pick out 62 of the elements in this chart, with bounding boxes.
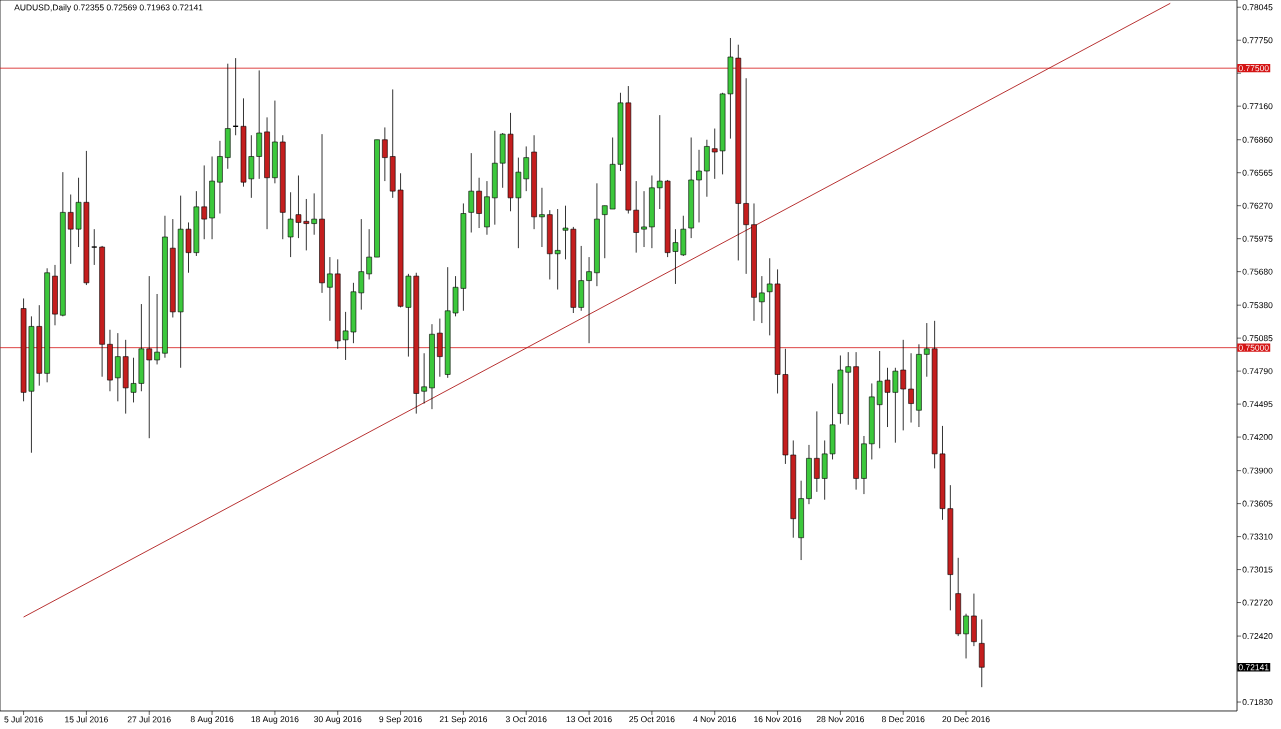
- chart-title: AUDUSD,Daily 0.72355 0.72569 0.71963 0.72141: [14, 4, 203, 13]
- y-tick-label: 0.74495: [1242, 401, 1273, 408]
- y-tick-label: 0.75680: [1242, 268, 1273, 275]
- candlestick: [115, 332, 121, 402]
- candlestick: [421, 352, 427, 404]
- x-tick-label: 8 Aug 2016: [190, 716, 234, 724]
- x-tick-label: 16 Nov 2016: [754, 716, 802, 723]
- candlestick: [963, 613, 969, 659]
- candlestick: [382, 127, 388, 182]
- y-tick-label: 0.73605: [1242, 500, 1273, 507]
- y-tick-label: 0.71830: [1242, 699, 1273, 706]
- y-tick-label: 0.77750: [1242, 37, 1273, 44]
- x-tick-label: 28 Nov 2016: [816, 716, 865, 723]
- candlestick: [759, 275, 765, 324]
- candlestick: [327, 256, 333, 322]
- y-tick-label: 0.76860: [1242, 136, 1273, 143]
- x-tick-label: 27 Jul 2016: [127, 716, 171, 723]
- y-tick-label: 0.76270: [1242, 202, 1273, 209]
- x-tick-label: 9 Sep 2016: [379, 716, 422, 724]
- ref-line-label: 0.75000: [1238, 344, 1269, 351]
- x-tick-label: 20 Dec 2016: [942, 716, 990, 723]
- x-tick-label: 25 Oct 2016: [629, 716, 675, 723]
- candlestick: [437, 318, 443, 378]
- ref-line-label: 0.77500: [1238, 65, 1269, 72]
- y-tick-label: 0.75380: [1242, 302, 1273, 309]
- y-tick-label: 0.73900: [1242, 467, 1273, 474]
- candlestick: [743, 77, 749, 275]
- candlestick: [366, 228, 372, 280]
- text: 0.72141: [1238, 664, 1269, 671]
- x-tick-label: 8 Dec 2016: [881, 716, 925, 723]
- x-tick-label: 21 Sep 2016: [439, 716, 488, 724]
- y-tick-label: 0.72420: [1242, 633, 1273, 640]
- candlestick: [476, 177, 482, 229]
- candlestick: [814, 410, 820, 493]
- y-tick-label: 0.75975: [1242, 235, 1273, 242]
- y-tick-label: 0.75085: [1242, 335, 1273, 342]
- candlestick: [539, 187, 545, 248]
- y-tick-label: 0.73015: [1242, 566, 1273, 573]
- candlestick: [468, 152, 475, 233]
- x-tick-label: 30 Aug 2016: [314, 716, 362, 724]
- x-tick-label: 3 Oct 2016: [505, 716, 547, 723]
- candlestick: [696, 149, 702, 223]
- x-tick-label: 13 Oct 2016: [566, 716, 612, 723]
- candlestick: [641, 190, 647, 248]
- y-tick-label: 0.77160: [1242, 103, 1273, 110]
- y-tick-label: 0.74200: [1242, 434, 1273, 441]
- x-tick-label: 18 Aug 2016: [251, 716, 299, 724]
- candlestick: [91, 228, 98, 266]
- x-tick-label: 15 Jul 2016: [65, 716, 108, 723]
- x-tick-label: 4 Nov 2016: [693, 716, 736, 723]
- y-tick-label: 0.73310: [1242, 533, 1273, 540]
- y-tick-label: 0.78045: [1242, 4, 1273, 11]
- y-tick-label: 0.74790: [1242, 368, 1273, 375]
- candlestick: [154, 293, 160, 365]
- candlestick: [978, 619, 985, 688]
- x-tick-label: 5 Jul 2016: [4, 716, 43, 723]
- y-tick-label: 0.76565: [1242, 169, 1273, 176]
- candlestick: [311, 192, 317, 236]
- candlestick: [908, 352, 914, 423]
- candlestick: [586, 256, 592, 344]
- candlestick: [633, 180, 639, 254]
- y-tick-label: 0.72720: [1242, 599, 1273, 606]
